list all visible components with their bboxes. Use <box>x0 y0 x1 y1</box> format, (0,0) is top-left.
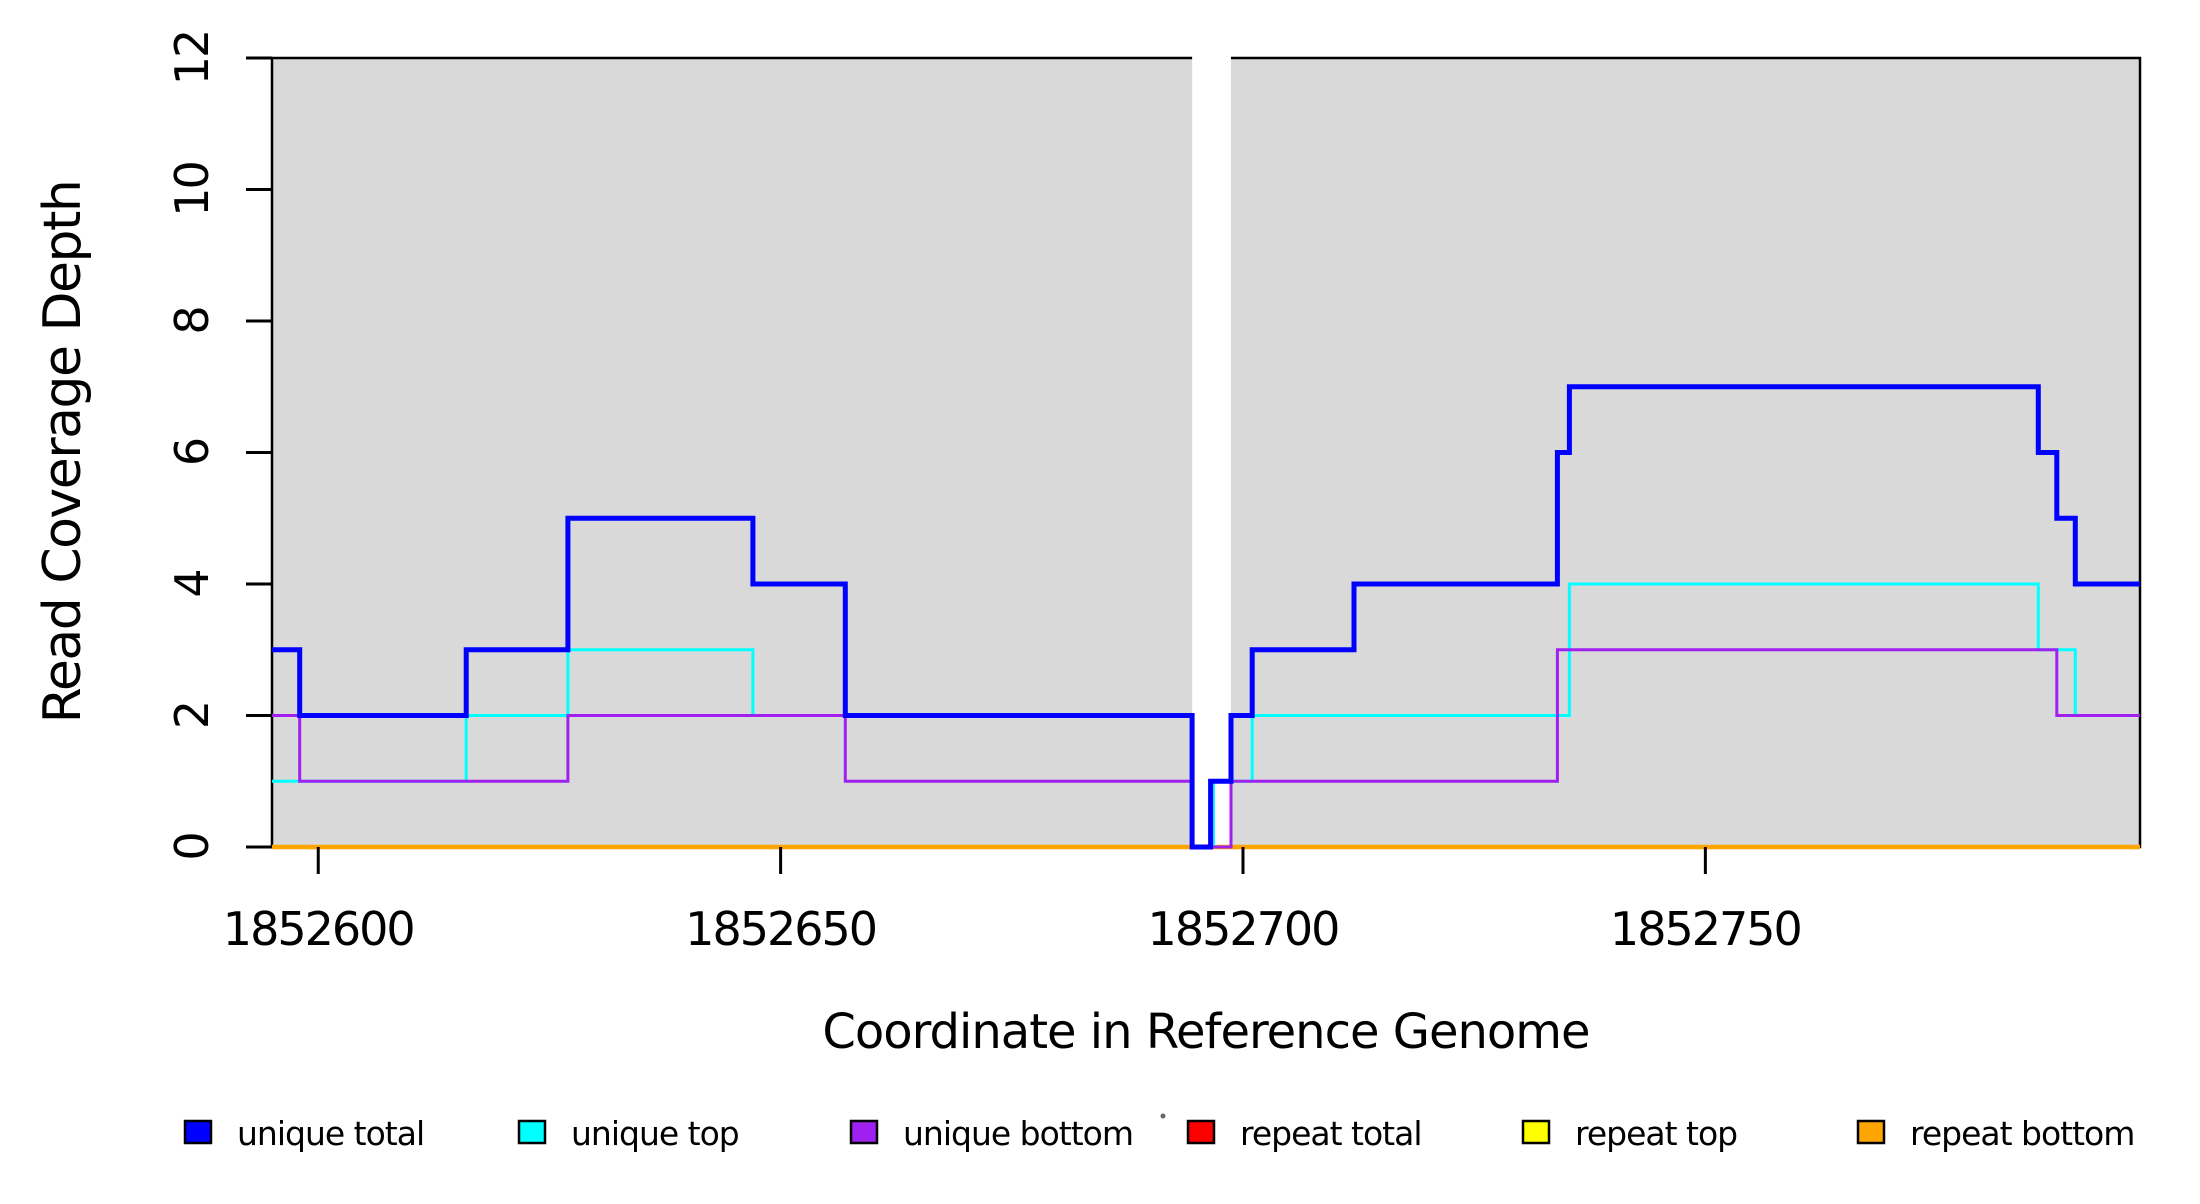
y-axis-title: Read Coverage Depth <box>33 181 93 724</box>
y-tick-label: 2 <box>165 702 219 729</box>
legend-label: repeat total <box>1240 1114 1422 1153</box>
coverage-gap-band <box>1192 55 1231 846</box>
y-tick-label: 6 <box>165 439 219 466</box>
x-tick-label: 1852750 <box>1610 902 1801 956</box>
legend-item-unique-top: unique top <box>517 1114 740 1153</box>
x-axis-title: Coordinate in Reference Genome <box>822 1004 1589 1060</box>
legend-item-unique-total: unique total <box>183 1114 425 1153</box>
legend-item-repeat-total: repeat total <box>1186 1114 1423 1153</box>
stray-dot <box>1160 1113 1166 1119</box>
legend-swatch <box>1521 1119 1551 1145</box>
series-unique-top-line <box>272 582 2140 849</box>
legend-swatch <box>1186 1119 1216 1145</box>
legend-swatch <box>849 1119 879 1145</box>
series-unique-total-line <box>272 384 2140 850</box>
x-tick-label: 1852600 <box>223 902 414 956</box>
legend-label: repeat bottom <box>1910 1114 2134 1153</box>
series-layer <box>272 384 2140 850</box>
legend: unique total unique top unique bottom repea… <box>183 1113 2135 1153</box>
legend-item-unique-bottom: unique bottom <box>849 1114 1134 1153</box>
legend-label: unique top <box>571 1114 739 1153</box>
legend-swatch <box>1856 1119 1886 1145</box>
legend-label: repeat top <box>1575 1114 1737 1153</box>
x-tick-label: 1852700 <box>1148 902 1339 956</box>
legend-swatch <box>183 1119 213 1145</box>
y-tick-label: 12 <box>165 31 219 86</box>
axes-layer: 1852600 1852650 1852700 1852750 0 2 4 6 8 10 12 <box>165 31 1803 956</box>
legend-swatch <box>517 1119 547 1145</box>
x-tick-label: 1852650 <box>685 902 876 956</box>
legend-item-repeat-bottom: repeat bottom <box>1856 1114 2135 1153</box>
y-tick-label: 8 <box>165 307 219 334</box>
legend-label: unique total <box>237 1114 424 1153</box>
y-tick-label: 0 <box>165 833 219 860</box>
y-tick-label: 4 <box>165 570 219 597</box>
y-tick-label: 10 <box>165 162 219 217</box>
legend-item-repeat-top: repeat top <box>1521 1114 1738 1153</box>
plot-background-layer <box>270 55 2142 849</box>
legend-label: unique bottom <box>903 1114 1133 1153</box>
